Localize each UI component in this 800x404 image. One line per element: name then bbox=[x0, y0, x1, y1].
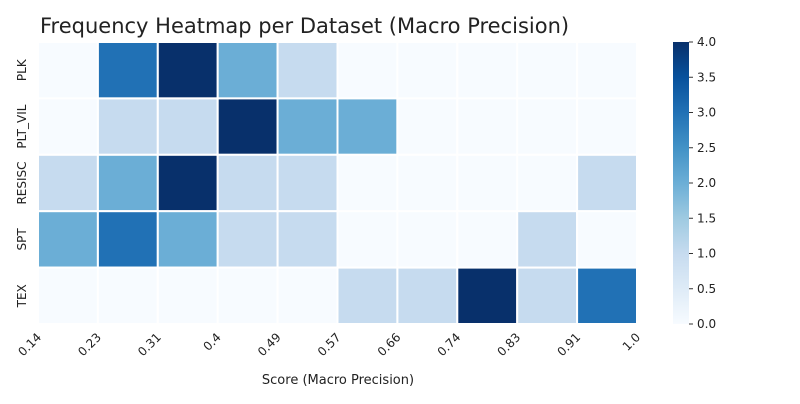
heatmap-cell bbox=[576, 210, 638, 269]
x-tick-label: 0.57 bbox=[315, 330, 344, 359]
heatmap-cell bbox=[396, 41, 459, 100]
heatmap-cell bbox=[576, 97, 638, 156]
heatmap-cell bbox=[156, 41, 219, 100]
y-tick-label: SPT bbox=[15, 228, 29, 251]
chart-title: Frequency Heatmap per Dataset (Macro Pre… bbox=[40, 14, 569, 38]
heatmap-cell bbox=[37, 153, 99, 213]
heatmap-cell bbox=[37, 266, 99, 326]
heatmap-cell bbox=[96, 97, 159, 156]
heatmap-cell bbox=[516, 210, 579, 269]
heatmap-cell bbox=[96, 210, 159, 269]
heatmap-cell bbox=[96, 41, 159, 100]
y-tick-label: TEX bbox=[15, 284, 29, 308]
heatmap-cell bbox=[456, 210, 519, 269]
x-tick-label: 0.49 bbox=[255, 330, 284, 359]
heatmap-cell bbox=[336, 266, 399, 326]
colorbar-tick-label: 2.0 bbox=[697, 176, 716, 190]
heatmap-cell bbox=[216, 41, 279, 100]
heatmap-cell bbox=[276, 41, 339, 100]
heatmap-cell bbox=[276, 266, 339, 326]
heatmap-cell bbox=[396, 97, 459, 156]
heatmap-cell bbox=[336, 153, 399, 213]
colorbar: 0.0 0.5 1.0 1.5 2.0 2.5 3.0 3.5 4.0 bbox=[673, 35, 716, 331]
heatmap-cell bbox=[37, 41, 99, 100]
heatmap-cell bbox=[37, 210, 99, 269]
heatmap-cell bbox=[216, 210, 279, 269]
x-tick-label: 0.66 bbox=[375, 330, 404, 359]
heatmap-cell bbox=[516, 97, 579, 156]
heatmap-cell bbox=[276, 153, 339, 213]
colorbar-tick-label: 3.0 bbox=[697, 106, 716, 120]
heatmap-cell bbox=[516, 266, 579, 326]
colorbar-tick-label: 4.0 bbox=[697, 35, 716, 49]
y-tick-labels: PLK PLT_VIL RESISC SPT TEX bbox=[15, 58, 29, 308]
colorbar-tick-label: 0.5 bbox=[697, 282, 716, 296]
heatmap-cell bbox=[96, 153, 159, 213]
heatmap-cells bbox=[37, 41, 638, 326]
colorbar-tick-label: 0.0 bbox=[697, 317, 716, 331]
heatmap-cell bbox=[456, 266, 519, 326]
heatmap-cell bbox=[576, 153, 638, 213]
x-tick-label: 1.0 bbox=[620, 330, 643, 353]
x-tick-label: 0.14 bbox=[15, 330, 44, 359]
x-axis-label: Score (Macro Precision) bbox=[262, 373, 414, 388]
heatmap-cell bbox=[576, 41, 638, 100]
heatmap-cell bbox=[336, 210, 399, 269]
heatmap-cell bbox=[276, 97, 339, 156]
x-tick-label: 0.4 bbox=[200, 330, 223, 353]
heatmap-cell bbox=[216, 153, 279, 213]
heatmap-cell bbox=[276, 210, 339, 269]
x-tick-label: 0.23 bbox=[75, 330, 104, 359]
heatmap-cell bbox=[396, 210, 459, 269]
y-tick-label: PLK bbox=[15, 58, 29, 81]
colorbar-gradient bbox=[673, 42, 689, 324]
heatmap-cell bbox=[336, 41, 399, 100]
heatmap-cell bbox=[456, 153, 519, 213]
heatmap-cell bbox=[216, 97, 279, 156]
heatmap-cell bbox=[216, 266, 279, 326]
heatmap-cell bbox=[576, 266, 638, 326]
y-tick-label: PLT_VIL bbox=[15, 104, 29, 148]
x-tick-label: 0.31 bbox=[135, 330, 164, 359]
x-tick-label: 0.83 bbox=[495, 330, 524, 359]
colorbar-tick-label: 3.5 bbox=[697, 70, 716, 84]
x-tick-label: 0.91 bbox=[554, 330, 583, 359]
heatmap-cell bbox=[396, 153, 459, 213]
heatmap-cell bbox=[156, 266, 219, 326]
heatmap-cell bbox=[516, 153, 579, 213]
x-tick-labels: 0.14 0.23 0.31 0.4 0.49 0.57 0.66 0.74 0.83 0.91 1… bbox=[15, 330, 643, 359]
heatmap-cell bbox=[336, 97, 399, 156]
heatmap-cell bbox=[37, 97, 99, 156]
heatmap-cell bbox=[156, 153, 219, 213]
heatmap-cell bbox=[156, 97, 219, 156]
heatmap-cell bbox=[396, 266, 459, 326]
colorbar-tick-label: 1.0 bbox=[697, 247, 716, 261]
heatmap-cell bbox=[456, 97, 519, 156]
colorbar-tick-label: 2.5 bbox=[697, 141, 716, 155]
x-tick-label: 0.74 bbox=[435, 330, 464, 359]
y-tick-label: RESISC bbox=[15, 161, 29, 204]
heatmap-cell bbox=[516, 41, 579, 100]
heatmap-cell bbox=[456, 41, 519, 100]
heatmap-cell bbox=[156, 210, 219, 269]
colorbar-tick-label: 1.5 bbox=[697, 211, 716, 225]
heatmap-cell bbox=[96, 266, 159, 326]
